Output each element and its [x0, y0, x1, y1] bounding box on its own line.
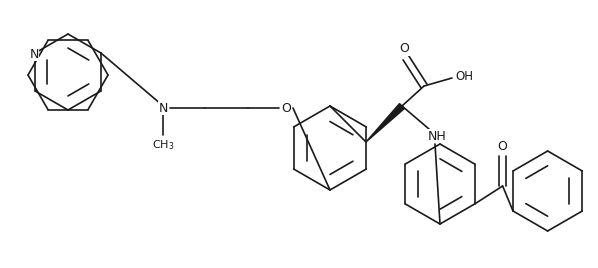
Text: NH: NH: [428, 129, 446, 143]
Text: N: N: [29, 47, 39, 61]
Polygon shape: [366, 103, 404, 142]
Text: O: O: [399, 43, 409, 55]
Text: O: O: [281, 102, 291, 114]
Text: O: O: [498, 140, 508, 152]
Text: OH: OH: [455, 69, 473, 83]
Text: CH$_3$: CH$_3$: [152, 138, 174, 152]
Text: N: N: [158, 102, 167, 114]
